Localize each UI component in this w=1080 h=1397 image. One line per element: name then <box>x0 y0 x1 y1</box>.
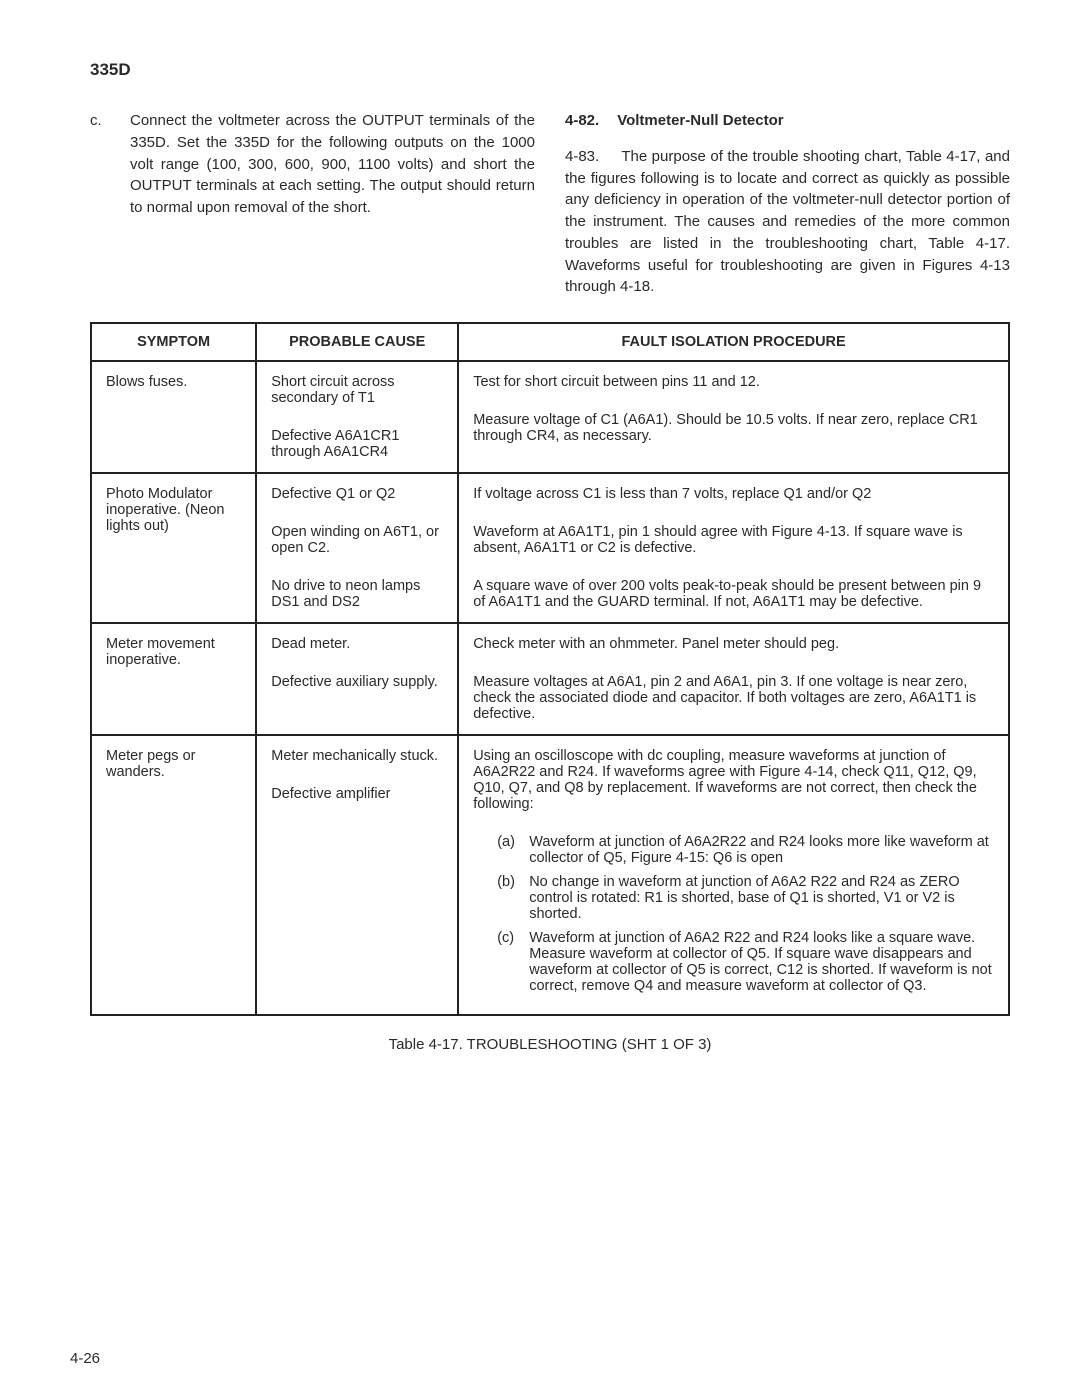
sub-text: Waveform at junction of A6A2R22 and R24 … <box>529 834 994 866</box>
two-column-text: c. Connect the voltmeter across the OUTP… <box>90 110 1010 298</box>
proc-item: Measure voltage of C1 (A6A1). Should be … <box>473 412 994 444</box>
th-procedure: FAULT ISOLATION PROCEDURE <box>458 323 1009 361</box>
heading-number: 4-82. <box>565 110 599 132</box>
cell-cause: Meter mechanically stuck. Defective ampl… <box>256 735 458 1015</box>
cell-cause: Short circuit across secondary of T1 Def… <box>256 361 458 473</box>
proc-item: Check meter with an ohmmeter. Panel mete… <box>473 636 994 652</box>
heading-title: Voltmeter-Null Detector <box>617 110 783 132</box>
list-letter: c. <box>90 110 130 298</box>
cell-symptom: Meter movement inoperative. <box>91 623 256 735</box>
page: 335D c. Connect the voltmeter across the… <box>0 0 1080 1397</box>
cell-symptom: Photo Modulator inoperative. (Neon light… <box>91 473 256 623</box>
table-row: Meter pegs or wanders. Meter mechanicall… <box>91 735 1009 1015</box>
model-number: 335D <box>90 60 1010 80</box>
cause-item: Dead meter. <box>271 636 443 652</box>
table-row: Meter movement inoperative. Dead meter. … <box>91 623 1009 735</box>
sub-item: (a) Waveform at junction of A6A2R22 and … <box>497 834 994 866</box>
proc-item: If voltage across C1 is less than 7 volt… <box>473 486 994 502</box>
paragraph-number: 4-83. <box>565 148 599 165</box>
page-number: 4-26 <box>70 1350 100 1367</box>
sub-item: (c) Waveform at junction of A6A2 R22 and… <box>497 930 994 994</box>
cell-symptom: Blows fuses. <box>91 361 256 473</box>
left-column: c. Connect the voltmeter across the OUTP… <box>90 110 535 298</box>
proc-item: Test for short circuit between pins 11 a… <box>473 374 994 390</box>
section-heading: 4-82. Voltmeter-Null Detector <box>565 110 1010 132</box>
list-body: Connect the voltmeter across the OUTPUT … <box>130 110 535 298</box>
sub-item: (b) No change in waveform at junction of… <box>497 874 994 922</box>
proc-intro: Using an oscilloscope with dc coupling, … <box>473 748 994 812</box>
troubleshooting-table: SYMPTOM PROBABLE CAUSE FAULT ISOLATION P… <box>90 322 1010 1016</box>
cause-item: No drive to neon lamps DS1 and DS2 <box>271 578 443 610</box>
cause-item: Open winding on A6T1, or open C2. <box>271 524 443 556</box>
table-caption: Table 4-17. TROUBLESHOOTING (SHT 1 OF 3) <box>90 1036 1010 1053</box>
proc-item: Measure voltages at A6A1, pin 2 and A6A1… <box>473 674 994 722</box>
sub-text: No change in waveform at junction of A6A… <box>529 874 994 922</box>
cell-procedure: If voltage across C1 is less than 7 volt… <box>458 473 1009 623</box>
cell-cause: Dead meter. Defective auxiliary supply. <box>256 623 458 735</box>
paragraph-body: The purpose of the trouble shooting char… <box>565 148 1010 296</box>
proc-item: A square wave of over 200 volts peak-to-… <box>473 578 994 610</box>
cell-symptom: Meter pegs or wanders. <box>91 735 256 1015</box>
table-row: Blows fuses. Short circuit across second… <box>91 361 1009 473</box>
cell-cause: Defective Q1 or Q2 Open winding on A6T1,… <box>256 473 458 623</box>
sub-letter: (a) <box>497 834 529 866</box>
table-header-row: SYMPTOM PROBABLE CAUSE FAULT ISOLATION P… <box>91 323 1009 361</box>
sub-letter: (c) <box>497 930 529 994</box>
cell-procedure: Using an oscilloscope with dc coupling, … <box>458 735 1009 1015</box>
cause-item: Defective Q1 or Q2 <box>271 486 443 502</box>
table-row: Photo Modulator inoperative. (Neon light… <box>91 473 1009 623</box>
cause-item: Defective amplifier <box>271 786 443 802</box>
cell-procedure: Check meter with an ohmmeter. Panel mete… <box>458 623 1009 735</box>
cause-item: Short circuit across secondary of T1 <box>271 374 443 406</box>
cause-item: Defective auxiliary supply. <box>271 674 443 690</box>
th-symptom: SYMPTOM <box>91 323 256 361</box>
sub-text: Waveform at junction of A6A2 R22 and R24… <box>529 930 994 994</box>
th-cause: PROBABLE CAUSE <box>256 323 458 361</box>
paragraph: 4-83. The purpose of the trouble shootin… <box>565 146 1010 298</box>
cause-item: Meter mechanically stuck. <box>271 748 443 764</box>
proc-item: Waveform at A6A1T1, pin 1 should agree w… <box>473 524 994 556</box>
right-column: 4-82. Voltmeter-Null Detector 4-83. The … <box>565 110 1010 298</box>
cause-item: Defective A6A1CR1 through A6A1CR4 <box>271 428 443 460</box>
sub-letter: (b) <box>497 874 529 922</box>
cell-procedure: Test for short circuit between pins 11 a… <box>458 361 1009 473</box>
sub-list: (a) Waveform at junction of A6A2R22 and … <box>473 834 994 994</box>
